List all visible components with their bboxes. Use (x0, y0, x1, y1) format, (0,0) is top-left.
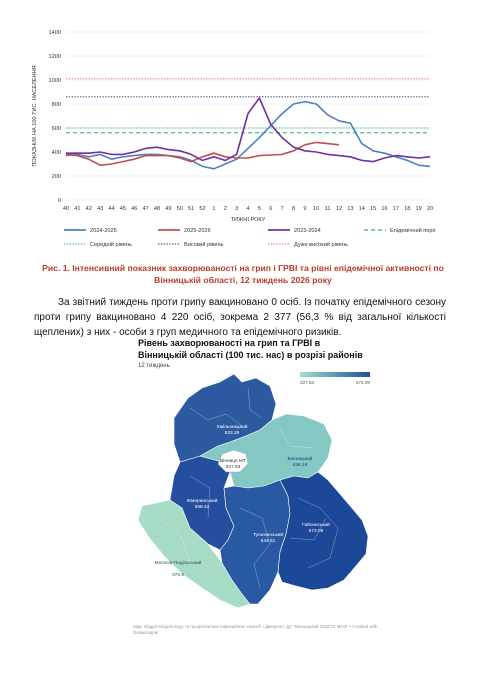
x-tick-label: 7 (281, 206, 284, 212)
legend-label-1: 2025-2026 (184, 228, 211, 234)
color-scale-legend: 327.53 573.09 (300, 372, 370, 385)
x-tick-label: 44 (108, 206, 114, 212)
label-mohyliv-value: 376.6 (172, 572, 184, 578)
label-tulchyn-value: 544.51 (261, 538, 276, 544)
district-choropleth-map: 327.53 573.09 Хмільницький 533.28 Вінниц… (137, 372, 370, 609)
label-vinnytskyi-value: 436.19 (293, 462, 308, 468)
x-tick-label: 50 (177, 206, 183, 212)
x-tick-label: 4 (246, 206, 249, 212)
label-haisyn-value: 573.09 (309, 528, 324, 534)
label-tulchyn-name: Тульчинський (253, 531, 283, 538)
chart-legend: 2024-2025 2025-2026 2023-2024 Епідемічний п… (64, 227, 436, 248)
x-tick-label: 9 (303, 206, 306, 212)
chart-gridlines (66, 31, 430, 201)
chart-series (65, 78, 431, 170)
color-scale-bar (300, 372, 370, 377)
y-axis-label: ПОКАЗНИК НА 100 ТИС. НАСЕЛЕННЯ (32, 65, 38, 166)
label-zhmerynka-value: 558.42 (195, 504, 210, 510)
x-tick-label: 2 (224, 206, 227, 212)
map-title: Рівень захворюваності на грип та ГРВІ в … (138, 338, 363, 360)
map-subtitle: 12 тиждень (138, 363, 170, 369)
label-haisyn-name: Гайсинський (302, 521, 330, 528)
x-tick-label: 16 (381, 206, 387, 212)
x-tick-label: 5 (258, 206, 261, 212)
x-tick-label: 41 (74, 206, 80, 212)
series-line-1 (65, 141, 340, 166)
x-tick-label: 8 (292, 206, 295, 212)
label-zhmerynka-name: Жмеринський (187, 497, 218, 504)
scale-min-label: 327.53 (300, 380, 314, 385)
x-tick-label: 42 (86, 206, 92, 212)
legend-label-3: Епідемічний поріг (390, 227, 436, 234)
label-vinnytskyi-name: Вінницький (288, 455, 313, 462)
y-tick-label: 800 (52, 102, 61, 108)
x-axis-label: ТИЖНІ РОКУ (231, 217, 266, 223)
x-tick-label: 18 (404, 206, 410, 212)
x-tick-label: 12 (336, 206, 342, 212)
label-mohyliv-name: Могилів-Подільський (155, 559, 202, 566)
legend-label-6: Дуже високий рівень (294, 241, 348, 248)
y-tick-label: 0 (58, 198, 61, 204)
x-tick-label: 43 (97, 206, 103, 212)
x-tick-label: 3 (235, 206, 238, 212)
label-vinnytsia-city-value: 327.53 (226, 464, 241, 470)
legend-label-0: 2024-2025 (90, 228, 117, 234)
x-tick-label: 14 (359, 206, 365, 212)
label-khmilnyk-value: 533.28 (225, 430, 240, 436)
x-tick-label: 17 (393, 206, 399, 212)
y-tick-label: 1400 (49, 30, 61, 36)
vaccination-paragraph: За звітний тиждень проти грипу вакцинова… (34, 297, 446, 339)
x-tick-label: 19 (416, 206, 422, 212)
x-tick-label: 13 (347, 206, 353, 212)
label-khmilnyk-name: Хмільницький (217, 423, 248, 430)
district-haisynskyi[interactable] (277, 471, 369, 591)
x-tick-label: 6 (269, 206, 272, 212)
series-line-2 (66, 97, 431, 163)
x-tick-label: 20 (427, 206, 433, 212)
scale-max-label: 573.09 (356, 380, 370, 385)
y-tick-label: 1200 (49, 54, 61, 60)
x-tick-label: 46 (131, 206, 137, 212)
y-tick-label: 200 (52, 174, 61, 180)
legend-label-2: 2023-2024 (294, 228, 321, 234)
district-internal-borders (159, 387, 339, 589)
x-tick-labels: 40 41 42 43 44 45 46 47 48 49 50 51 52 1 2 3 4 5 6 7 8 9 10 11 1… (63, 206, 433, 212)
y-tick-label: 600 (52, 126, 61, 132)
legend-label-4: Середній рівень (90, 241, 132, 248)
x-tick-label: 51 (188, 206, 194, 212)
x-tick-label: 10 (313, 206, 319, 212)
figure-caption: Рис. 1. Інтенсивний показник захворювано… (42, 263, 444, 285)
x-tick-label: 52 (199, 206, 205, 212)
x-tick-label: 45 (120, 206, 126, 212)
x-tick-label: 1 (212, 206, 215, 212)
label-vinnytsia-city-name: Вінниця МТ (220, 458, 246, 464)
x-tick-label: 11 (325, 206, 331, 212)
series-line-0 (65, 100, 431, 170)
x-tick-label: 40 (63, 206, 69, 212)
district-vinnytsia-city[interactable] (217, 449, 249, 473)
legend-label-5: Високий рівень (184, 241, 224, 248)
x-tick-label: 48 (154, 206, 160, 212)
district-tulchynskyi[interactable] (219, 479, 291, 605)
district-khmilnytskyi[interactable] (173, 373, 277, 463)
x-tick-label: 47 (143, 206, 149, 212)
y-tick-label: 1000 (49, 78, 61, 84)
y-tick-labels: 0 200 400 600 800 1000 1200 1400 (49, 30, 61, 204)
y-tick-label: 400 (52, 150, 61, 156)
x-tick-label: 49 (165, 206, 171, 212)
map-source-note: Мар: Відділ епіднагляду та профілактики … (133, 624, 378, 635)
x-tick-label: 15 (370, 206, 376, 212)
